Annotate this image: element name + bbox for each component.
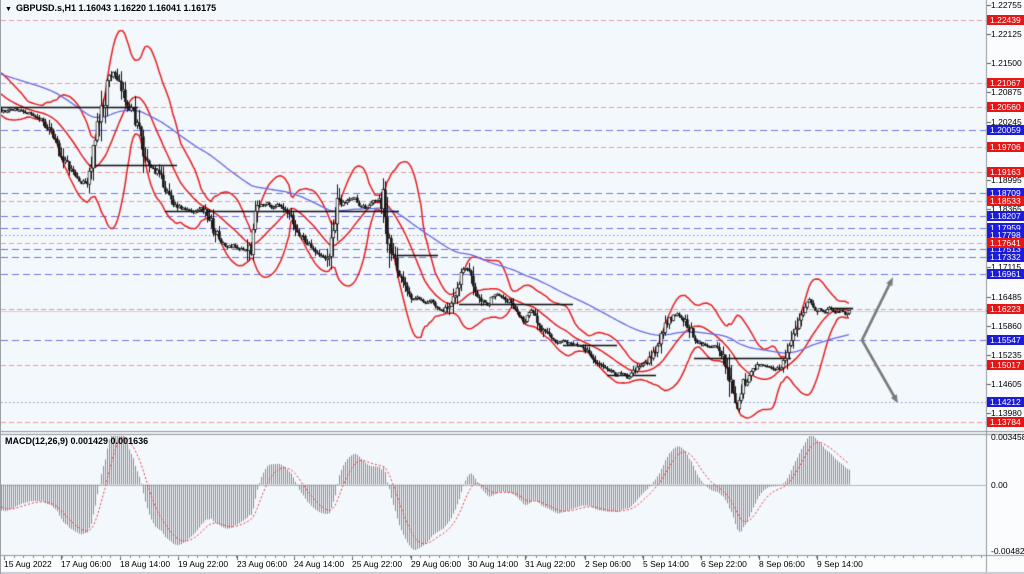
time-axis-label: 18 Aug 14:00: [120, 559, 171, 569]
price-tick-label: 1.22125: [991, 29, 1022, 40]
time-axis-label: 25 Aug 22:00: [352, 559, 403, 569]
support-level-label: 1.15547: [987, 335, 1024, 346]
resistance-level-label: 1.18533: [987, 196, 1024, 207]
support-level-label: 1.17798: [987, 230, 1024, 241]
support-level-label: 1.14212: [987, 397, 1024, 408]
price-tick-label: 1.20245: [991, 116, 1022, 127]
time-axis-label: 31 Aug 22:00: [525, 559, 576, 569]
time-axis-label: 17 Aug 06:00: [61, 559, 112, 569]
resistance-level-label: 1.19163: [987, 167, 1024, 177]
support-level-label: 1.18207: [987, 211, 1024, 222]
resistance-level-label: 1.20560: [987, 102, 1024, 113]
support-level-label: 1.17959: [987, 222, 1024, 233]
macd-indicator-pane[interactable]: [1, 435, 986, 555]
support-level-label: 1.20059: [987, 125, 1024, 136]
support-level-label: 1.17332: [987, 252, 1024, 263]
price-chart-pane[interactable]: [1, 0, 986, 431]
support-level-label: 1.18709: [987, 188, 1024, 199]
price-tick-label: 1.15235: [991, 349, 1022, 360]
price-tick-label: 1.15860: [991, 320, 1022, 331]
price-tick-label: 1.21500: [991, 58, 1022, 69]
price-tick-label: 1.18365: [991, 204, 1022, 215]
time-axis[interactable]: 15 Aug 2022 17 Aug 06:00 18 Aug 14:00 19 Au…: [1, 556, 986, 572]
time-axis-label: 23 Aug 06:00: [237, 559, 288, 569]
price-tick-label: 1.18995: [991, 174, 1022, 185]
time-axis-label: 19 Aug 22:00: [178, 559, 229, 569]
macd-scale-bottom: -0.004829: [991, 546, 1024, 556]
time-axis-label: 15 Aug 2022: [4, 559, 52, 569]
resistance-level-label: 1.16223: [987, 303, 1024, 314]
support-level-label: 1.17513: [987, 243, 1024, 254]
one-click-trading-toggle[interactable]: ▼: [5, 6, 12, 13]
price-axis[interactable]: 1.22755 1.22125 1.21500 1.20875 1.20245 1.189…: [987, 0, 1024, 555]
price-tick-label: 1.14605: [991, 378, 1022, 389]
macd-scale-top: 0.003458: [991, 432, 1024, 442]
time-axis-label: 8 Sep 06:00: [759, 559, 805, 569]
time-axis-label: 6 Sep 22:00: [701, 559, 747, 569]
support-level-label: 1.16961: [987, 269, 1024, 280]
price-tick-label: 1.20875: [991, 87, 1022, 98]
time-axis-label: 9 Sep 14:00: [817, 559, 863, 569]
resistance-level-label: 1.13784: [987, 417, 1024, 428]
macd-indicator-label: MACD(12,26,9) 0.001429 0.001636: [5, 436, 149, 446]
price-tick-label: 1.17115: [991, 262, 1022, 273]
price-tick-label: 1.13980: [991, 408, 1022, 418]
time-axis-label: 29 Aug 06:00: [411, 559, 462, 569]
time-axis-label: 30 Aug 14:00: [468, 559, 519, 569]
resistance-level-label: 1.22439: [987, 14, 1024, 25]
resistance-level-label: 1.15017: [987, 359, 1024, 370]
resistance-level-label: 1.21067: [987, 78, 1024, 89]
macd-scale-zero: 0.00: [991, 480, 1008, 490]
price-tick-label: 1.22755: [991, 0, 1022, 10]
chart-symbol-title: GBPUSD.s,H1 1.16043 1.16220 1.16041 1.16…: [15, 3, 217, 13]
resistance-level-label: 1.19706: [987, 141, 1024, 152]
time-axis-label: 24 Aug 14:00: [294, 559, 345, 569]
time-axis-label: 5 Sep 14:00: [643, 559, 689, 569]
resistance-level-label: 1.17641: [987, 237, 1024, 248]
price-tick-label: 1.16485: [991, 291, 1022, 302]
chart-title-bar: ▼ GBPUSD.s,H1 1.16043 1.16220 1.16041 1.1…: [5, 3, 216, 13]
time-axis-label: 2 Sep 06:00: [585, 559, 631, 569]
